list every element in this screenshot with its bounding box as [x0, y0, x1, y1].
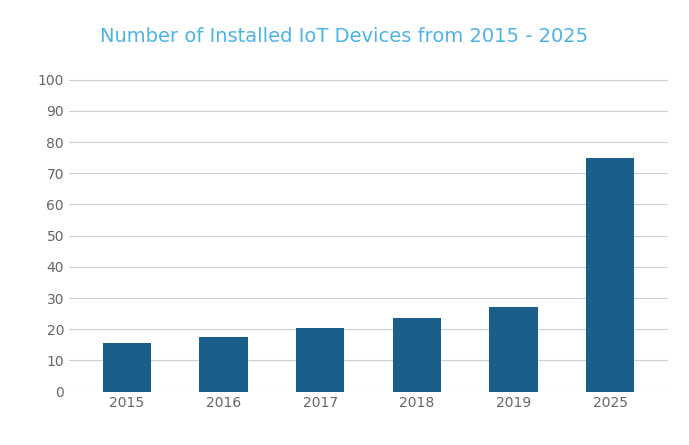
Bar [489, 307, 538, 392]
Text: Number of Installed IoT Devices from 2015 - 2025: Number of Installed IoT Devices from 201… [101, 27, 588, 46]
Bar [393, 318, 441, 392]
Bar [199, 337, 248, 392]
Bar [586, 158, 635, 392]
Bar [296, 328, 344, 392]
Bar [103, 343, 151, 392]
